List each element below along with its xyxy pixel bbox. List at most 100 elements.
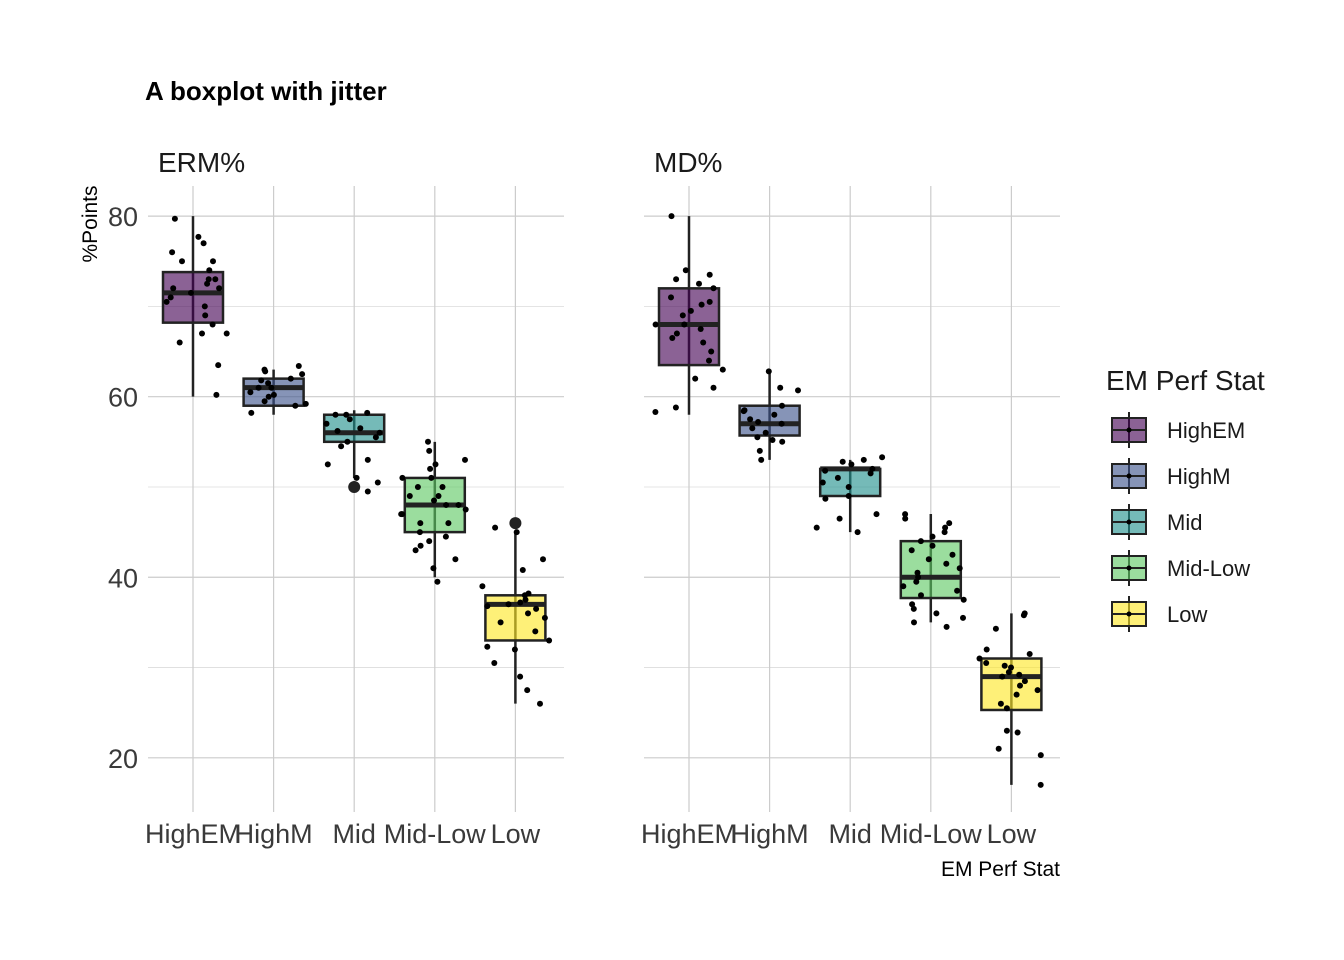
jitter-point xyxy=(652,409,659,415)
jitter-point xyxy=(956,565,963,572)
jitter-point xyxy=(524,687,531,694)
jitter-point xyxy=(860,456,867,463)
jitter-point xyxy=(343,411,350,418)
jitter-point xyxy=(902,515,909,522)
legend-item-highem: HighEM xyxy=(1111,412,1245,448)
jitter-point xyxy=(652,321,659,328)
jitter-point xyxy=(756,447,763,454)
jitter-point xyxy=(258,377,265,384)
jitter-point xyxy=(295,363,302,369)
jitter-point xyxy=(1008,664,1014,671)
jitter-point xyxy=(848,461,855,468)
jitter-point xyxy=(533,605,540,612)
jitter-point xyxy=(206,267,213,274)
jitter-point xyxy=(540,556,546,563)
jitter-point xyxy=(426,538,433,545)
jitter-point xyxy=(430,565,437,572)
legend-items: HighEM HighM Mid Mid-Low Low xyxy=(1111,412,1250,632)
jitter-point xyxy=(255,384,262,391)
jitter-point xyxy=(747,416,754,423)
jitter-point xyxy=(223,330,230,337)
jitter-point xyxy=(762,429,769,436)
jitter-point xyxy=(399,474,406,481)
jitter-point xyxy=(215,362,222,369)
outlier-point xyxy=(348,480,361,493)
jitter-point xyxy=(960,596,967,603)
box-mid xyxy=(322,409,386,495)
jitter-point xyxy=(445,520,452,527)
jitter-point xyxy=(679,312,686,319)
jitter-point xyxy=(268,384,275,391)
jitter-point xyxy=(941,529,948,536)
jitter-point xyxy=(417,542,424,549)
jitter-point xyxy=(900,583,907,590)
jitter-point xyxy=(822,495,829,502)
jitter-point xyxy=(176,339,183,346)
jitter-point xyxy=(1016,671,1023,678)
box-low xyxy=(479,517,553,707)
jitter-point xyxy=(513,529,520,536)
jitter-point xyxy=(364,456,371,463)
jitter-point xyxy=(205,276,212,283)
box-highem xyxy=(161,215,230,398)
jitter-point xyxy=(668,213,675,220)
jitter-point xyxy=(942,524,949,531)
jitter-point xyxy=(1013,691,1020,698)
panel-label: MD% xyxy=(654,147,722,178)
jitter-point xyxy=(265,380,272,387)
legend-label: Low xyxy=(1167,602,1207,627)
legend-key-point xyxy=(1126,473,1132,479)
panel-label: ERM% xyxy=(158,147,245,178)
legend-key-point xyxy=(1126,519,1132,525)
jitter-point xyxy=(517,599,524,606)
jitter-point xyxy=(909,601,916,608)
jitter-point xyxy=(719,366,726,373)
jitter-point xyxy=(188,289,194,296)
jitter-point xyxy=(682,267,689,274)
jitter-point xyxy=(839,458,846,465)
jitter-point xyxy=(915,574,922,581)
x-tick-label: Mid xyxy=(828,819,872,849)
jitter-point xyxy=(247,389,254,396)
jitter-point xyxy=(706,298,713,305)
jitter-point xyxy=(668,294,674,301)
jitter-point xyxy=(1017,682,1023,689)
legend-item-mid-low: Mid-Low xyxy=(1111,550,1250,586)
jitter-point xyxy=(511,646,518,653)
legend-label: Mid-Low xyxy=(1167,556,1250,581)
jitter-point xyxy=(532,628,539,635)
jitter-point xyxy=(960,614,966,621)
jitter-point xyxy=(455,502,462,508)
jitter-point xyxy=(706,271,713,278)
jitter-point xyxy=(213,391,220,398)
jitter-point xyxy=(845,493,852,499)
jitter-point xyxy=(983,660,990,666)
jitter-point xyxy=(497,619,504,626)
jitter-point xyxy=(428,474,435,481)
jitter-point xyxy=(299,371,306,378)
jitter-point xyxy=(754,434,761,441)
jitter-point xyxy=(262,368,269,375)
x-tick-label: HighM xyxy=(235,819,313,849)
jitter-point xyxy=(740,408,747,415)
jitter-point xyxy=(537,700,543,707)
jitter-point xyxy=(426,447,433,454)
jitter-point xyxy=(672,404,679,411)
x-tick-label: Mid-Low xyxy=(384,819,487,849)
jitter-point xyxy=(195,233,202,240)
jitter-point xyxy=(710,285,717,292)
jitter-point xyxy=(364,409,371,416)
jitter-point xyxy=(943,623,950,630)
jitter-point xyxy=(210,258,216,265)
jitter-point xyxy=(525,610,531,617)
chart-title: A boxplot with jitter xyxy=(145,76,387,106)
jitter-point xyxy=(696,280,702,287)
jitter-point xyxy=(902,511,909,518)
jitter-point xyxy=(265,393,272,400)
jitter-point xyxy=(925,556,932,563)
jitter-point xyxy=(302,400,309,407)
box-low xyxy=(976,610,1044,788)
jitter-point xyxy=(491,660,498,666)
